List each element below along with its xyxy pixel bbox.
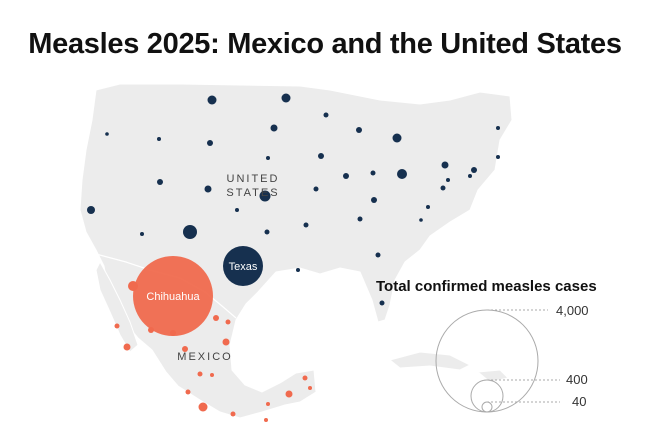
mexico-bubble[interactable] — [222, 338, 230, 346]
us-bubble[interactable] — [496, 155, 500, 159]
mexico-bubble[interactable] — [197, 371, 203, 377]
us-label-line1: UNITED — [227, 173, 280, 185]
us-bubble[interactable] — [303, 222, 309, 228]
mexico-bubble[interactable] — [308, 386, 312, 390]
us-bubble[interactable] — [264, 229, 270, 235]
mexico-bubble[interactable] — [302, 375, 308, 381]
mexico-bubble[interactable] — [185, 389, 191, 395]
us-bubble[interactable] — [392, 133, 402, 143]
mexico-bubble[interactable] — [225, 319, 231, 325]
us-bubble[interactable] — [323, 112, 329, 118]
us-bubble[interactable] — [281, 93, 291, 103]
us-bubble[interactable] — [259, 190, 271, 202]
us-bubble[interactable] — [426, 205, 430, 209]
mexico-bubble[interactable] — [264, 418, 268, 422]
us-bubble[interactable] — [266, 156, 270, 160]
us-bubble[interactable] — [446, 178, 450, 182]
us-bubble[interactable] — [357, 216, 363, 222]
us-bubble[interactable] — [471, 167, 477, 173]
map-title: Measles 2025: Mexico and the United Stat… — [28, 28, 622, 60]
us-bubble[interactable] — [375, 252, 381, 258]
mexico-bubble[interactable] — [170, 330, 176, 336]
mexico-bubble[interactable] — [210, 373, 214, 377]
mexico-bubbles — [114, 256, 312, 422]
chihuahua-bubble[interactable] — [133, 256, 213, 336]
us-bubble[interactable] — [87, 206, 95, 214]
us-bubble[interactable] — [370, 170, 376, 176]
cuba — [388, 351, 472, 371]
mexico-bubble[interactable] — [198, 402, 208, 412]
mexico-bubble[interactable] — [148, 327, 154, 333]
us-bubble[interactable] — [440, 185, 446, 191]
mexico-bubble[interactable] — [285, 390, 293, 398]
mexico-bubble[interactable] — [213, 315, 219, 321]
us-bubble[interactable] — [496, 126, 500, 130]
us-bubble[interactable] — [270, 124, 278, 132]
mexico-bubble[interactable] — [230, 411, 236, 417]
texas-bubble[interactable] — [223, 246, 263, 286]
mexico-bubble[interactable] — [266, 402, 270, 406]
legend-title: Total confirmed measles cases — [376, 278, 597, 295]
us-bubble[interactable] — [204, 185, 212, 193]
us-bubble[interactable] — [419, 218, 423, 222]
us-bubble[interactable] — [318, 153, 324, 159]
baja-peninsula — [95, 260, 139, 353]
chihuahua-label: Chihuahua — [146, 291, 200, 303]
mexico-bubble[interactable] — [128, 281, 138, 291]
us-label-line2: STATES — [226, 187, 279, 199]
mexico-bubble[interactable] — [114, 323, 120, 329]
us-bubble[interactable] — [207, 95, 217, 105]
legend-circle-40 — [481, 401, 493, 413]
us-bubble[interactable] — [183, 225, 197, 239]
us-bubble[interactable] — [296, 268, 300, 272]
us-bubble[interactable] — [105, 132, 109, 136]
legend-circle-400 — [470, 379, 504, 413]
us-bubble[interactable] — [397, 169, 407, 179]
legend-value-4000: 4,000 — [556, 303, 589, 318]
mexico-bubble[interactable] — [182, 346, 188, 352]
us-bubble[interactable] — [235, 208, 239, 212]
us-bubbles — [87, 93, 500, 306]
hispaniola — [476, 369, 509, 383]
us-bubble[interactable] — [356, 127, 362, 133]
us-bubble[interactable] — [313, 186, 319, 192]
us-bubble[interactable] — [371, 197, 377, 203]
legend-value-40: 40 — [572, 394, 586, 409]
us-bubble[interactable] — [441, 161, 449, 169]
us-bubble[interactable] — [140, 232, 144, 236]
mexico-label: MEXICO — [177, 351, 232, 363]
us-bubble[interactable] — [207, 140, 213, 146]
us-bubble[interactable] — [157, 179, 163, 185]
texas-label: Texas — [229, 261, 258, 273]
land — [79, 83, 513, 419]
legend-leaders — [487, 309, 560, 403]
us-bubble[interactable] — [379, 300, 385, 306]
us-bubble[interactable] — [468, 174, 472, 178]
us-bubble[interactable] — [157, 137, 161, 141]
legend-value-400: 400 — [566, 372, 588, 387]
mexico-bubble[interactable] — [123, 343, 131, 351]
us-bubble[interactable] — [343, 173, 349, 179]
